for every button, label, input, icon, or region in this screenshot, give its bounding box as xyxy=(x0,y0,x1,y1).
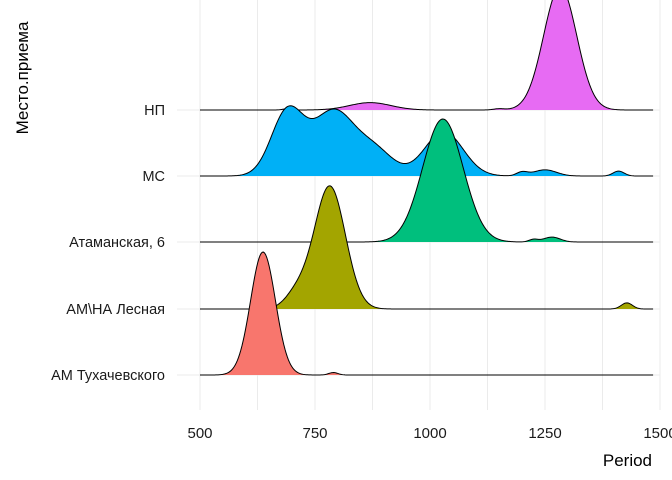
ridge-outline xyxy=(200,251,654,376)
ridge-fill xyxy=(200,119,654,242)
ridge-fill xyxy=(200,105,654,176)
x-tick-label: 750 xyxy=(302,425,327,442)
ridge-fill xyxy=(200,185,654,309)
y-category-label: НП xyxy=(144,103,165,119)
x-tick-label: 1250 xyxy=(528,425,561,442)
y-category-label: МС xyxy=(142,169,165,185)
y-category-label: АМ\НА Лесная xyxy=(66,302,165,318)
x-tick-label: 1000 xyxy=(413,425,446,442)
x-axis-tick-labels: 500 750 1000 1250 1500 xyxy=(187,425,672,442)
y-axis-labels: НП МС Атаманская, 6 АМ\НА Лесная АМ Тухачевс… xyxy=(51,103,165,384)
y-category-label: Атаманская, 6 xyxy=(69,235,165,251)
ridge-outline xyxy=(200,105,654,177)
ridge-fill xyxy=(200,252,654,375)
ridge-fill xyxy=(200,0,654,110)
y-category-label: АМ Тухачевского xyxy=(51,368,165,384)
x-axis-title: Period xyxy=(603,451,652,470)
x-tick-label: 500 xyxy=(187,425,212,442)
ridge-outline xyxy=(200,0,654,111)
ridge-outline xyxy=(200,118,654,243)
ridges xyxy=(200,0,654,376)
x-tick-label: 1500 xyxy=(643,425,672,442)
y-axis-title: Место.приема xyxy=(13,21,32,134)
